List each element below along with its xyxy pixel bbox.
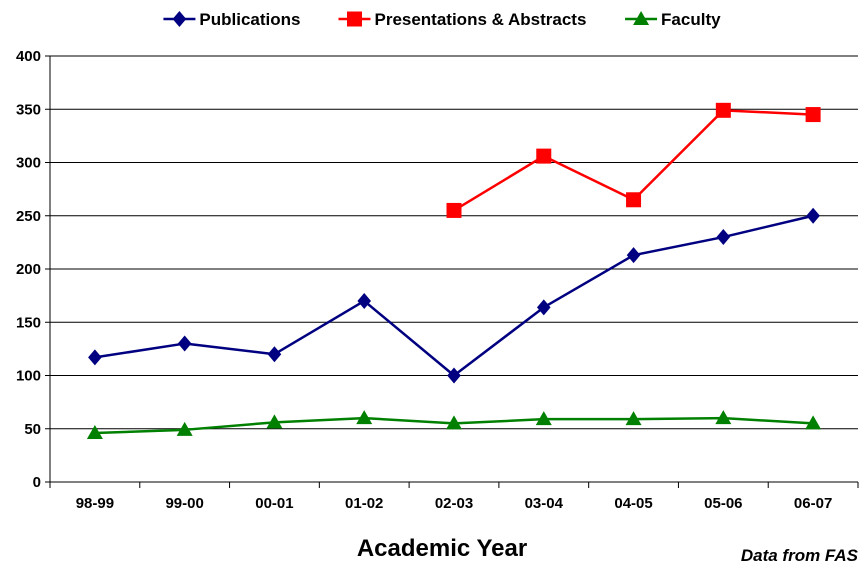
- y-tick-labels: 0 50 100 150 200 250 300 350 400: [16, 48, 41, 491]
- data-point-presentations-abstracts: [626, 192, 642, 208]
- series-presentations-abstracts: [446, 102, 821, 218]
- x-tick-label: 06-07: [794, 495, 832, 512]
- legend-label: Publications: [199, 10, 300, 29]
- data-point-faculty: [176, 421, 193, 436]
- x-tick-label: 98-99: [76, 495, 114, 512]
- y-tick-label: 350: [16, 101, 41, 118]
- y-tick-label: 150: [16, 314, 41, 331]
- data-point-faculty: [715, 410, 732, 425]
- data-point-faculty: [625, 411, 642, 426]
- series: [86, 102, 822, 440]
- legend-marker-presentations-abstracts: [346, 11, 362, 27]
- x-tick-label: 04-05: [614, 495, 652, 512]
- source-note: Data from FAS: [741, 546, 859, 565]
- legend-label: Faculty: [661, 10, 721, 29]
- x-tick-label: 99-00: [165, 495, 203, 512]
- data-point-presentations-abstracts: [446, 202, 462, 218]
- y-tick-label: 300: [16, 155, 41, 172]
- y-tick-label: 400: [16, 48, 41, 65]
- data-point-faculty: [266, 414, 283, 429]
- x-tick-labels: 98-99 99-00 00-01 01-02 02-03 03-04 04-05 05-06…: [76, 495, 833, 512]
- y-tick-label: 250: [16, 208, 41, 225]
- data-point-publications: [177, 335, 192, 352]
- legend-item-faculty: Faculty: [625, 10, 721, 29]
- series-line-publications: [94, 214, 814, 377]
- data-point-publications: [536, 299, 551, 316]
- data-point-faculty: [356, 410, 373, 425]
- x-axis-label: Academic Year: [357, 535, 527, 562]
- data-point-publications: [806, 207, 820, 224]
- data-point-publications: [447, 367, 461, 384]
- y-tick-label: 200: [16, 261, 41, 278]
- legend-marker-faculty: [633, 11, 650, 25]
- data-point-faculty: [535, 411, 552, 426]
- x-tick-label: 02-03: [435, 495, 473, 512]
- data-point-presentations-abstracts: [805, 107, 821, 123]
- data-point-publications: [716, 229, 731, 246]
- data-point-publications: [88, 349, 102, 366]
- y-tick-label: 0: [33, 474, 41, 491]
- legend-label: Presentations & Abstracts: [374, 10, 586, 29]
- data-point-publications: [626, 247, 641, 264]
- data-point-faculty: [446, 415, 462, 430]
- series-publications: [88, 207, 820, 384]
- y-tick-label: 50: [24, 421, 41, 438]
- data-point-publications: [357, 292, 372, 309]
- data-point-faculty: [86, 425, 103, 440]
- legend-marker-publications: [172, 11, 187, 27]
- legend: Publications Presentations & Abstracts Fac…: [163, 10, 721, 29]
- data-point-presentations-abstracts: [536, 148, 552, 164]
- x-tick-label: 05-06: [704, 495, 742, 512]
- series-faculty: [86, 410, 822, 440]
- x-tick-label: 03-04: [525, 495, 564, 512]
- data-point-presentations-abstracts: [715, 102, 731, 118]
- y-tick-label: 100: [16, 368, 41, 385]
- data-point-publications: [267, 346, 282, 363]
- data-point-faculty: [805, 415, 822, 430]
- legend-item-presentations-abstracts: Presentations & Abstracts: [338, 10, 586, 29]
- legend-item-publications: Publications: [163, 10, 301, 29]
- axes: [45, 55, 859, 488]
- x-tick-label: 00-01: [255, 495, 293, 512]
- x-tick-label: 01-02: [345, 495, 383, 512]
